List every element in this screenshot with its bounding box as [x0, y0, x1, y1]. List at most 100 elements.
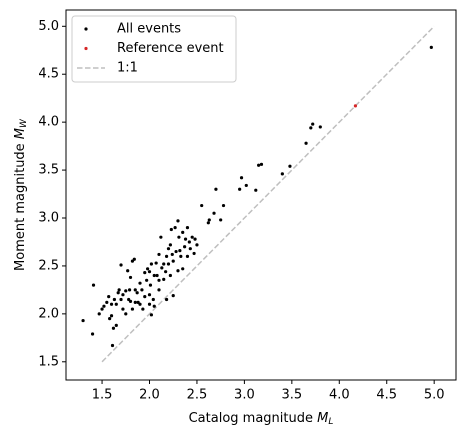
- y-label-subscript: W: [19, 118, 29, 128]
- point: [107, 295, 111, 299]
- point: [124, 312, 128, 316]
- one-to-one-line: [101, 25, 435, 363]
- y-tick-label: 2.5: [38, 258, 59, 273]
- point: [111, 326, 116, 330]
- x-tick-label: 5.0: [424, 388, 445, 403]
- point: [124, 289, 128, 293]
- x-tick-label: 2.0: [139, 388, 160, 403]
- point: [185, 225, 190, 230]
- point: [185, 254, 190, 258]
- legend-marker: [84, 46, 88, 51]
- point: [100, 307, 104, 311]
- point: [91, 283, 96, 287]
- point: [109, 302, 114, 306]
- point: [160, 266, 164, 270]
- point: [159, 235, 163, 239]
- point: [151, 297, 155, 302]
- point: [200, 203, 204, 208]
- x-label-symbol: M: [317, 411, 328, 426]
- point: [173, 225, 177, 230]
- plot-frame: [65, 9, 457, 381]
- point: [146, 267, 150, 271]
- point: [155, 273, 159, 278]
- point: [109, 314, 114, 318]
- point: [114, 302, 118, 306]
- point: [238, 187, 242, 191]
- point: [114, 323, 118, 327]
- point: [219, 218, 223, 222]
- point: [280, 172, 284, 176]
- point: [169, 227, 173, 232]
- x-tick-label: 2.5: [187, 388, 208, 403]
- legend-box: [71, 15, 237, 83]
- x-tick-label: 1.5: [92, 388, 113, 403]
- y-tick-label: 5.0: [38, 19, 59, 34]
- point: [157, 288, 161, 292]
- point: [119, 297, 123, 302]
- point: [168, 273, 172, 278]
- y-tick-label: 2.0: [38, 306, 59, 321]
- legend-label: Reference event: [117, 41, 224, 56]
- point: [221, 203, 226, 208]
- point: [149, 313, 154, 317]
- x-label-text: Catalog magnitude: [189, 411, 313, 426]
- point: [304, 141, 308, 145]
- point: [174, 249, 178, 254]
- point: [152, 304, 156, 308]
- point: [183, 237, 188, 241]
- point: [126, 269, 130, 273]
- y-label-symbol: M: [13, 128, 28, 139]
- point: [130, 307, 135, 311]
- point: [311, 122, 315, 126]
- point: [164, 297, 169, 302]
- point: [157, 252, 161, 257]
- point: [170, 252, 174, 257]
- y-label-text: Moment magnitude: [13, 143, 28, 271]
- point: [147, 293, 152, 297]
- point: [171, 259, 175, 263]
- point: [212, 211, 216, 215]
- point: [147, 270, 152, 274]
- point: [148, 283, 153, 287]
- point: [112, 297, 116, 302]
- point: [121, 293, 125, 297]
- point: [149, 262, 154, 266]
- point: [128, 299, 133, 303]
- point: [164, 270, 168, 274]
- point: [309, 126, 313, 130]
- point: [162, 277, 166, 281]
- point: [157, 278, 161, 282]
- point: [108, 317, 112, 321]
- point: [192, 251, 196, 256]
- point: [176, 269, 180, 273]
- point: [259, 162, 264, 166]
- point: [181, 230, 185, 234]
- point: [188, 247, 192, 251]
- legend-label: All events: [117, 22, 181, 37]
- point: [154, 261, 158, 265]
- y-tick-label: 3.5: [38, 163, 59, 178]
- point: [187, 240, 191, 244]
- point: [183, 245, 187, 249]
- point: [214, 187, 218, 191]
- point: [119, 263, 123, 267]
- y-tick-label: 3.0: [38, 211, 59, 226]
- point: [81, 318, 85, 323]
- point: [138, 281, 142, 285]
- point: [135, 291, 139, 295]
- point: [239, 176, 244, 180]
- point: [141, 307, 145, 311]
- point: [176, 219, 180, 223]
- point: [190, 235, 194, 239]
- x-axis-label: Catalog magnitude ML: [189, 411, 334, 427]
- point: [145, 278, 149, 282]
- point: [207, 218, 211, 222]
- x-tick-label: 3.0: [234, 388, 255, 403]
- point: [138, 302, 142, 306]
- point: [152, 273, 156, 278]
- point: [140, 288, 144, 292]
- point: [168, 243, 172, 247]
- x-tick-label: 3.5: [281, 388, 302, 403]
- point: [166, 262, 171, 266]
